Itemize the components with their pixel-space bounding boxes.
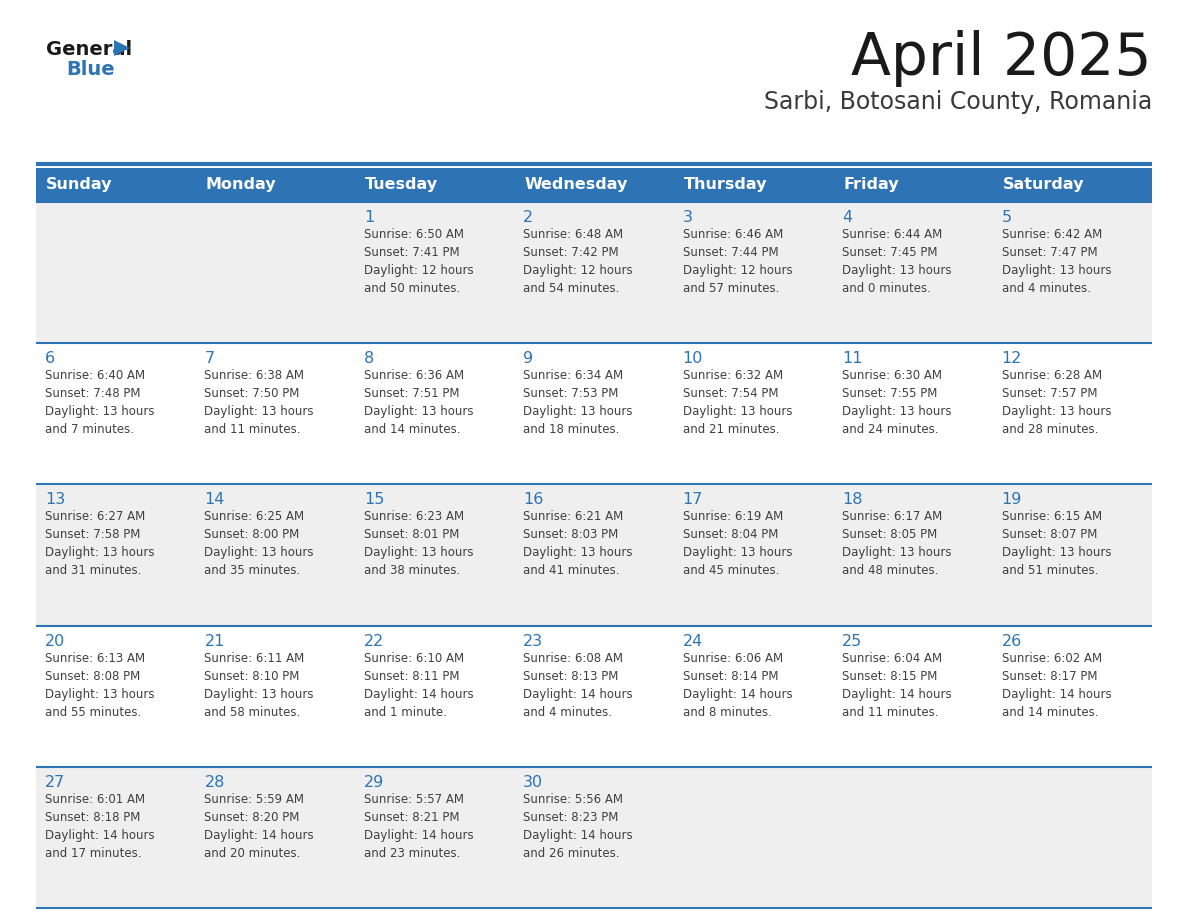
Bar bbox=[36, 168, 1152, 202]
Text: 12: 12 bbox=[1001, 352, 1022, 366]
Text: Sunrise: 5:57 AM
Sunset: 8:21 PM
Daylight: 14 hours
and 23 minutes.: Sunrise: 5:57 AM Sunset: 8:21 PM Dayligh… bbox=[364, 793, 474, 860]
Text: Sunrise: 6:46 AM
Sunset: 7:44 PM
Daylight: 12 hours
and 57 minutes.: Sunrise: 6:46 AM Sunset: 7:44 PM Dayligh… bbox=[683, 228, 792, 295]
Bar bbox=[36, 625, 1152, 767]
Bar bbox=[36, 485, 1152, 625]
Text: Sunrise: 6:10 AM
Sunset: 8:11 PM
Daylight: 14 hours
and 1 minute.: Sunrise: 6:10 AM Sunset: 8:11 PM Dayligh… bbox=[364, 652, 474, 719]
Text: Sunrise: 6:06 AM
Sunset: 8:14 PM
Daylight: 14 hours
and 8 minutes.: Sunrise: 6:06 AM Sunset: 8:14 PM Dayligh… bbox=[683, 652, 792, 719]
Text: Sunrise: 6:23 AM
Sunset: 8:01 PM
Daylight: 13 hours
and 38 minutes.: Sunrise: 6:23 AM Sunset: 8:01 PM Dayligh… bbox=[364, 510, 473, 577]
Text: Sunrise: 6:38 AM
Sunset: 7:50 PM
Daylight: 13 hours
and 11 minutes.: Sunrise: 6:38 AM Sunset: 7:50 PM Dayligh… bbox=[204, 369, 314, 436]
Text: Sunrise: 6:32 AM
Sunset: 7:54 PM
Daylight: 13 hours
and 21 minutes.: Sunrise: 6:32 AM Sunset: 7:54 PM Dayligh… bbox=[683, 369, 792, 436]
Text: Sunday: Sunday bbox=[46, 177, 113, 193]
Text: Sunrise: 6:11 AM
Sunset: 8:10 PM
Daylight: 13 hours
and 58 minutes.: Sunrise: 6:11 AM Sunset: 8:10 PM Dayligh… bbox=[204, 652, 314, 719]
Text: Sunrise: 6:17 AM
Sunset: 8:05 PM
Daylight: 13 hours
and 48 minutes.: Sunrise: 6:17 AM Sunset: 8:05 PM Dayligh… bbox=[842, 510, 952, 577]
Text: Sunrise: 6:48 AM
Sunset: 7:42 PM
Daylight: 12 hours
and 54 minutes.: Sunrise: 6:48 AM Sunset: 7:42 PM Dayligh… bbox=[523, 228, 633, 295]
Text: 30: 30 bbox=[523, 775, 543, 789]
Text: Sunrise: 6:34 AM
Sunset: 7:53 PM
Daylight: 13 hours
and 18 minutes.: Sunrise: 6:34 AM Sunset: 7:53 PM Dayligh… bbox=[523, 369, 633, 436]
Text: Sunrise: 6:15 AM
Sunset: 8:07 PM
Daylight: 13 hours
and 51 minutes.: Sunrise: 6:15 AM Sunset: 8:07 PM Dayligh… bbox=[1001, 510, 1111, 577]
Text: Friday: Friday bbox=[843, 177, 899, 193]
Text: Saturday: Saturday bbox=[1003, 177, 1085, 193]
Text: 11: 11 bbox=[842, 352, 862, 366]
Text: Wednesday: Wednesday bbox=[524, 177, 627, 193]
Text: Sunrise: 6:19 AM
Sunset: 8:04 PM
Daylight: 13 hours
and 45 minutes.: Sunrise: 6:19 AM Sunset: 8:04 PM Dayligh… bbox=[683, 510, 792, 577]
Bar bbox=[36, 202, 1152, 343]
Text: Sunrise: 6:08 AM
Sunset: 8:13 PM
Daylight: 14 hours
and 4 minutes.: Sunrise: 6:08 AM Sunset: 8:13 PM Dayligh… bbox=[523, 652, 633, 719]
Text: 10: 10 bbox=[683, 352, 703, 366]
Text: Sunrise: 6:01 AM
Sunset: 8:18 PM
Daylight: 14 hours
and 17 minutes.: Sunrise: 6:01 AM Sunset: 8:18 PM Dayligh… bbox=[45, 793, 154, 860]
Text: 13: 13 bbox=[45, 492, 65, 508]
Text: Sunrise: 6:28 AM
Sunset: 7:57 PM
Daylight: 13 hours
and 28 minutes.: Sunrise: 6:28 AM Sunset: 7:57 PM Dayligh… bbox=[1001, 369, 1111, 436]
Text: 1: 1 bbox=[364, 210, 374, 225]
Text: Sunrise: 6:04 AM
Sunset: 8:15 PM
Daylight: 14 hours
and 11 minutes.: Sunrise: 6:04 AM Sunset: 8:15 PM Dayligh… bbox=[842, 652, 952, 719]
Text: 15: 15 bbox=[364, 492, 384, 508]
Text: Sunrise: 5:59 AM
Sunset: 8:20 PM
Daylight: 14 hours
and 20 minutes.: Sunrise: 5:59 AM Sunset: 8:20 PM Dayligh… bbox=[204, 793, 314, 860]
Text: 29: 29 bbox=[364, 775, 384, 789]
Text: Tuesday: Tuesday bbox=[365, 177, 438, 193]
Text: 5: 5 bbox=[1001, 210, 1012, 225]
Text: 4: 4 bbox=[842, 210, 852, 225]
Bar bbox=[36, 343, 1152, 485]
Text: 16: 16 bbox=[523, 492, 544, 508]
Text: 14: 14 bbox=[204, 492, 225, 508]
Polygon shape bbox=[114, 40, 129, 56]
Text: 24: 24 bbox=[683, 633, 703, 649]
Text: Sunrise: 6:30 AM
Sunset: 7:55 PM
Daylight: 13 hours
and 24 minutes.: Sunrise: 6:30 AM Sunset: 7:55 PM Dayligh… bbox=[842, 369, 952, 436]
Text: Sunrise: 6:42 AM
Sunset: 7:47 PM
Daylight: 13 hours
and 4 minutes.: Sunrise: 6:42 AM Sunset: 7:47 PM Dayligh… bbox=[1001, 228, 1111, 295]
Text: 2: 2 bbox=[523, 210, 533, 225]
Text: 6: 6 bbox=[45, 352, 55, 366]
Text: Sunrise: 6:50 AM
Sunset: 7:41 PM
Daylight: 12 hours
and 50 minutes.: Sunrise: 6:50 AM Sunset: 7:41 PM Dayligh… bbox=[364, 228, 474, 295]
Text: Sunrise: 5:56 AM
Sunset: 8:23 PM
Daylight: 14 hours
and 26 minutes.: Sunrise: 5:56 AM Sunset: 8:23 PM Dayligh… bbox=[523, 793, 633, 860]
Text: April 2025: April 2025 bbox=[852, 30, 1152, 87]
Text: Sunrise: 6:36 AM
Sunset: 7:51 PM
Daylight: 13 hours
and 14 minutes.: Sunrise: 6:36 AM Sunset: 7:51 PM Dayligh… bbox=[364, 369, 473, 436]
Text: 3: 3 bbox=[683, 210, 693, 225]
Text: Sunrise: 6:13 AM
Sunset: 8:08 PM
Daylight: 13 hours
and 55 minutes.: Sunrise: 6:13 AM Sunset: 8:08 PM Dayligh… bbox=[45, 652, 154, 719]
Text: 17: 17 bbox=[683, 492, 703, 508]
Text: Sunrise: 6:27 AM
Sunset: 7:58 PM
Daylight: 13 hours
and 31 minutes.: Sunrise: 6:27 AM Sunset: 7:58 PM Dayligh… bbox=[45, 510, 154, 577]
Text: Blue: Blue bbox=[67, 60, 114, 79]
Text: 18: 18 bbox=[842, 492, 862, 508]
Text: 26: 26 bbox=[1001, 633, 1022, 649]
Text: Thursday: Thursday bbox=[684, 177, 767, 193]
Text: 7: 7 bbox=[204, 352, 215, 366]
Text: General: General bbox=[46, 40, 132, 59]
Bar bbox=[36, 767, 1152, 908]
Text: Monday: Monday bbox=[206, 177, 276, 193]
Text: 19: 19 bbox=[1001, 492, 1022, 508]
Text: 27: 27 bbox=[45, 775, 65, 789]
Text: 23: 23 bbox=[523, 633, 543, 649]
Text: Sarbi, Botosani County, Romania: Sarbi, Botosani County, Romania bbox=[764, 90, 1152, 114]
Text: 28: 28 bbox=[204, 775, 225, 789]
Text: 20: 20 bbox=[45, 633, 65, 649]
Text: 9: 9 bbox=[523, 352, 533, 366]
Text: 21: 21 bbox=[204, 633, 225, 649]
Text: 25: 25 bbox=[842, 633, 862, 649]
Text: Sunrise: 6:25 AM
Sunset: 8:00 PM
Daylight: 13 hours
and 35 minutes.: Sunrise: 6:25 AM Sunset: 8:00 PM Dayligh… bbox=[204, 510, 314, 577]
Text: Sunrise: 6:40 AM
Sunset: 7:48 PM
Daylight: 13 hours
and 7 minutes.: Sunrise: 6:40 AM Sunset: 7:48 PM Dayligh… bbox=[45, 369, 154, 436]
Text: 22: 22 bbox=[364, 633, 384, 649]
Text: Sunrise: 6:21 AM
Sunset: 8:03 PM
Daylight: 13 hours
and 41 minutes.: Sunrise: 6:21 AM Sunset: 8:03 PM Dayligh… bbox=[523, 510, 633, 577]
Text: 8: 8 bbox=[364, 352, 374, 366]
Text: Sunrise: 6:44 AM
Sunset: 7:45 PM
Daylight: 13 hours
and 0 minutes.: Sunrise: 6:44 AM Sunset: 7:45 PM Dayligh… bbox=[842, 228, 952, 295]
Text: Sunrise: 6:02 AM
Sunset: 8:17 PM
Daylight: 14 hours
and 14 minutes.: Sunrise: 6:02 AM Sunset: 8:17 PM Dayligh… bbox=[1001, 652, 1111, 719]
